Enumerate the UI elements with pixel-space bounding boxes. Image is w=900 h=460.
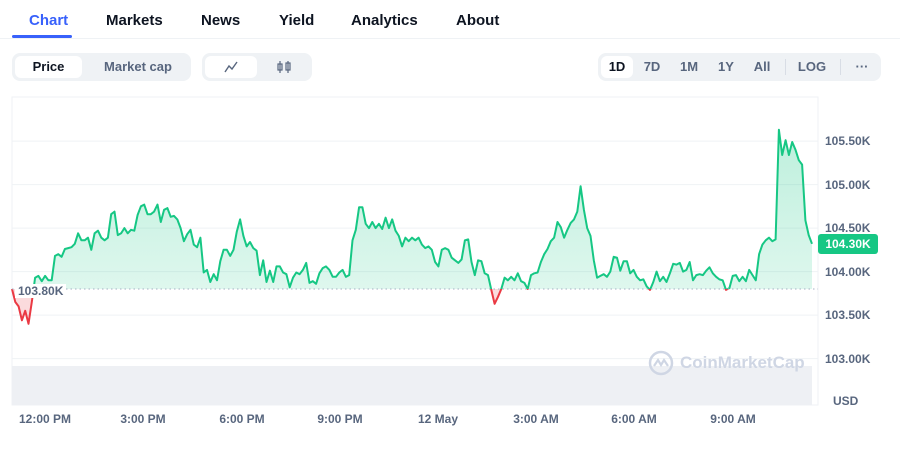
range-7d[interactable]: 7D <box>643 59 661 74</box>
x-tick-label: 9:00 AM <box>710 412 756 426</box>
coinmarketcap-logo-icon <box>648 350 674 376</box>
market-cap-option[interactable]: Market cap <box>104 59 172 74</box>
price-line-up <box>12 128 813 289</box>
x-tick-label: 3:00 PM <box>120 412 166 426</box>
price-option[interactable]: Price <box>15 56 82 78</box>
y-tick-label: 103.00K <box>825 351 871 366</box>
tab-about[interactable]: About <box>456 12 500 29</box>
tab-analytics[interactable]: Analytics <box>351 12 418 29</box>
volume-area <box>12 366 812 405</box>
up-series <box>12 128 813 289</box>
y-tick-label: 105.00K <box>825 177 871 192</box>
y-tick-label: 104.00K <box>825 264 871 279</box>
x-tick-label: 9:00 PM <box>317 412 363 426</box>
candlestick-icon <box>277 61 291 73</box>
line-chart-button[interactable] <box>205 56 257 78</box>
divider <box>840 59 841 75</box>
x-tick-label: 12:00 PM <box>18 412 72 426</box>
chart-style-toggle <box>202 53 312 81</box>
range-1y[interactable]: 1Y <box>718 59 734 74</box>
down-series <box>11 289 812 325</box>
up-area-fill <box>12 129 812 289</box>
down-area-fill <box>12 289 812 324</box>
divider <box>785 59 786 75</box>
x-tick-label: 12 May <box>417 412 459 426</box>
tab-bar: Chart Markets News Yield Analytics About <box>0 0 900 39</box>
more-options-button[interactable]: ··· <box>855 59 869 74</box>
candlestick-button[interactable] <box>259 56 309 78</box>
y-tick-label: 105.50K <box>825 134 871 149</box>
watermark-text: CoinMarketCap <box>680 353 805 372</box>
y-tick-label: 104.50K <box>825 221 871 236</box>
active-tab-indicator <box>12 35 72 38</box>
price-line-down <box>11 289 730 325</box>
range-all[interactable]: All <box>753 59 771 74</box>
line-chart-icon <box>224 61 238 73</box>
metric-toggle: Price Market cap <box>12 53 191 81</box>
x-tick-label: 3:00 AM <box>513 412 559 426</box>
current-price-badge: 104.30K <box>818 234 878 254</box>
x-tick-label: 6:00 AM <box>611 412 657 426</box>
range-1d[interactable]: 1D <box>601 56 633 78</box>
range-1m[interactable]: 1M <box>679 59 699 74</box>
currency-label: USD <box>833 394 859 408</box>
range-toggle: 1D 7D 1M 1Y All LOG ··· <box>598 53 881 81</box>
watermark: CoinMarketCap <box>648 350 805 376</box>
x-tick-label: 6:00 PM <box>219 412 265 426</box>
tab-markets[interactable]: Markets <box>106 12 163 29</box>
tab-chart[interactable]: Chart <box>29 12 69 29</box>
y-tick-label: 103.50K <box>825 308 871 323</box>
tab-news[interactable]: News <box>201 12 241 29</box>
log-toggle[interactable]: LOG <box>797 59 827 74</box>
tab-yield[interactable]: Yield <box>279 12 315 29</box>
baseline-price-label: 103.80K <box>15 284 67 298</box>
